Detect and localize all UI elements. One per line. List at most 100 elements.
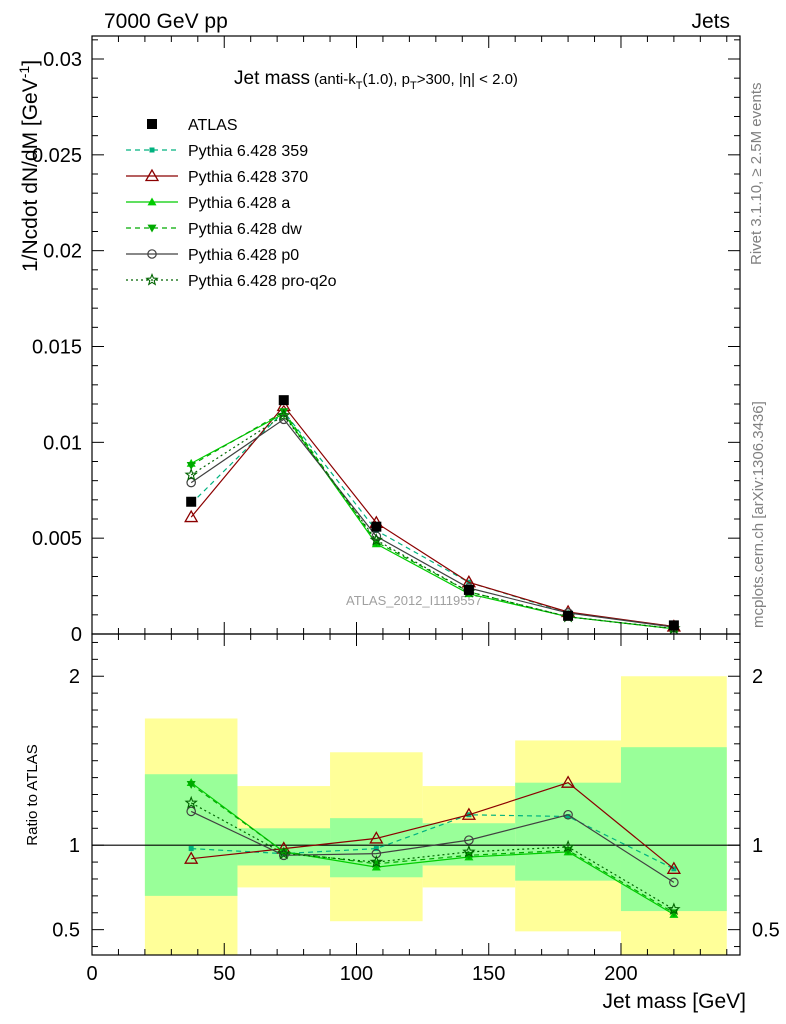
legend-marker-3	[147, 197, 157, 206]
ratio-point-1-2	[369, 831, 384, 844]
ratio-point-1-5	[666, 861, 681, 874]
legend-entry-0: ATLAS	[147, 117, 238, 134]
ytick-label-main-1: 0.005	[32, 528, 82, 550]
legend-entry-1: Pythia 6.428 359	[126, 143, 308, 160]
legend-marker-4	[147, 224, 157, 233]
legend-entry-4: Pythia 6.428 dw	[126, 221, 302, 238]
main-point-0-4	[563, 610, 574, 621]
band-inner-5	[620, 747, 727, 912]
ratio-point-4-1	[278, 850, 289, 861]
legend-marker-5	[147, 249, 157, 259]
legend: ATLAS Pythia 6.428 359 Pythia 6.428 370 Pyt…	[126, 117, 337, 290]
xlabel: Jet mass [GeV]	[602, 990, 746, 1013]
ratio-point-4-3	[464, 835, 474, 845]
main-plot	[184, 395, 681, 635]
ytick-label-ratio-left-1: 1	[69, 835, 80, 857]
ratio-point-0-0	[188, 846, 194, 852]
ratio-bands	[144, 676, 727, 955]
main-point-6-1	[276, 408, 291, 422]
ratio-point-0-5	[671, 866, 677, 872]
ratio-series-line-0	[191, 814, 675, 870]
ytick-label-main-3: 0.015	[32, 337, 82, 359]
ytick-label-main-6: 0.03	[43, 49, 82, 71]
ratio-series-1	[184, 775, 681, 874]
band-inner-4	[515, 782, 621, 881]
legend-label-6: Pythia 6.428 pro-q2o	[188, 273, 337, 290]
main-series-line-2	[190, 404, 674, 628]
main-point-6-2	[369, 533, 384, 546]
ratio-point-5-5	[667, 902, 681, 916]
ratio-series-line-3	[190, 783, 675, 914]
xtick-label-50: 50	[213, 963, 235, 985]
main-point-0-3	[463, 584, 474, 595]
legend-marker-0	[147, 119, 157, 129]
legend-marker-6	[145, 272, 159, 286]
ratio-point-1-4	[560, 775, 576, 788]
main-point-4-1	[279, 408, 289, 417]
ratio-point-0-2	[373, 846, 379, 852]
legend-label-1: Pythia 6.428 359	[188, 143, 308, 160]
ratio-point-4-4	[563, 809, 573, 820]
main-point-4-0	[186, 461, 196, 470]
ylabel-bottom: Ratio to ATLAS	[24, 744, 41, 845]
ratio-point-0-4	[565, 813, 571, 819]
ytick-label-ratio-left-0: 0.5	[52, 920, 80, 942]
ytick-label-ratio-right-2: 2	[752, 666, 763, 688]
legend-entry-6: Pythia 6.428 pro-q2o	[126, 272, 337, 290]
main-series-line-4	[190, 410, 674, 630]
ylabel-top: 1/Ncdot dN/dM [GeV-1]	[16, 60, 42, 272]
xtick-label-100: 100	[340, 963, 373, 985]
xtick-label-0: 0	[86, 963, 97, 985]
ratio-point-4-0	[186, 806, 196, 817]
legend-entry-2: Pythia 6.428 370	[126, 168, 308, 186]
ratio-series-line-5	[190, 802, 675, 910]
ytick-label-ratio-right-0: 0.5	[752, 920, 780, 942]
ratio-point-1-3	[461, 807, 477, 820]
ytick-label-main-2: 0.01	[43, 432, 82, 454]
header-left: 7000 GeV pp	[104, 10, 228, 33]
main-series-0	[186, 395, 679, 631]
ytick-label-ratio-right-1: 1	[752, 835, 763, 857]
legend-label-3: Pythia 6.428 a	[188, 195, 290, 212]
legend-label-5: Pythia 6.428 p0	[188, 247, 299, 264]
ratio-series-line-4	[190, 810, 675, 883]
legend-marker-1	[149, 147, 155, 153]
main-point-0-5	[668, 620, 679, 631]
axes-layer: 0 50 100 150 200 0 0.005 0.01 0.015 0.02 0.025 0.03…	[32, 35, 780, 985]
ytick-label-main-4: 0.02	[43, 241, 82, 263]
ytick-label-main-5: 0.025	[32, 145, 82, 167]
xtick-label-150: 150	[472, 963, 505, 985]
ratio-series-5	[184, 795, 681, 916]
mcplots-label: mcplots.cern.ch [arXiv:1306.3436]	[750, 401, 767, 628]
main-series-line-5	[190, 418, 674, 628]
legend-marker-2	[144, 168, 160, 182]
main-point-0-1	[278, 395, 289, 406]
legend-label-0: ATLAS	[188, 117, 238, 134]
main-point-0-2	[371, 521, 382, 532]
main-point-0-0	[186, 496, 197, 507]
ratio-point-3-0	[186, 780, 196, 789]
xtick-label-200: 200	[604, 963, 637, 985]
legend-label-4: Pythia 6.428 dw	[188, 221, 302, 238]
ratio-point-5-0	[184, 795, 198, 809]
legend-entry-5: Pythia 6.428 p0	[126, 247, 299, 264]
ratio-point-5-2	[369, 855, 384, 868]
legend-entry-3: Pythia 6.428 a	[126, 195, 290, 212]
main-point-5-0	[186, 477, 196, 488]
plot-title: Jet mass (anti-kT(1.0), pT>300, |η| < 2.0…	[234, 68, 518, 92]
main-series-line-6	[190, 414, 674, 630]
main-point-6-0	[184, 467, 198, 481]
ytick-label-ratio-left-2: 2	[69, 666, 80, 688]
ratio-point-3-1	[279, 848, 289, 857]
rivet-label: Rivet 3.1.10, ≥ 2.5M events	[748, 83, 765, 266]
legend-label-2: Pythia 6.428 370	[188, 169, 308, 186]
ratio-plot	[92, 775, 740, 918]
header-right: Jets	[691, 10, 730, 33]
ytick-label-main-0: 0	[71, 624, 82, 646]
band-inner-0	[144, 774, 238, 896]
ratio-point-1-0	[184, 851, 199, 864]
ratio-point-4-5	[669, 877, 679, 888]
ratio-series-line-2	[190, 782, 675, 916]
analysis-watermark: ATLAS_2012_I1119557	[346, 593, 482, 608]
